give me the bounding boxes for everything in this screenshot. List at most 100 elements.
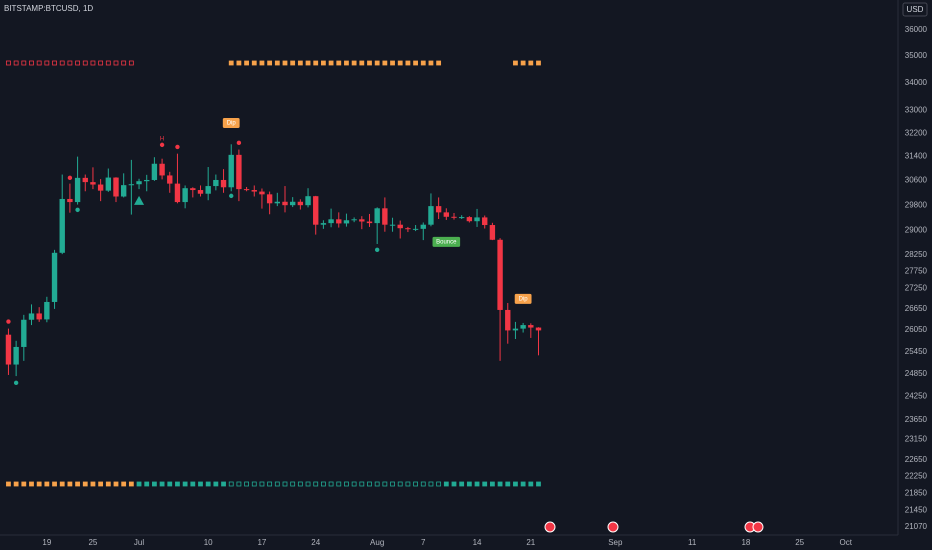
currency-button[interactable] bbox=[902, 2, 928, 17]
candle-body bbox=[420, 224, 426, 229]
candle-body bbox=[21, 319, 27, 347]
indicator-dot bbox=[267, 481, 273, 487]
indicator-dot bbox=[459, 481, 465, 487]
candle-body bbox=[351, 219, 357, 221]
candle-body bbox=[236, 154, 242, 190]
candle-body bbox=[167, 175, 173, 184]
indicator-dot bbox=[405, 481, 411, 487]
candle-body bbox=[412, 228, 419, 230]
candle-body bbox=[282, 201, 288, 206]
indicator-dot bbox=[321, 60, 326, 66]
indicator-dot bbox=[290, 481, 296, 487]
indicator-dot bbox=[443, 481, 449, 487]
indicator-dot bbox=[128, 481, 134, 487]
indicator-dot bbox=[21, 60, 27, 66]
y-tick-label: 30600 bbox=[905, 176, 928, 185]
candle-body bbox=[220, 179, 227, 188]
y-tick-label: 25450 bbox=[905, 347, 928, 356]
indicator-dot bbox=[528, 481, 534, 487]
candle-body bbox=[67, 198, 73, 203]
candle-body bbox=[120, 185, 127, 197]
indicator-dot bbox=[482, 481, 488, 487]
signal-dot bbox=[159, 142, 165, 148]
indicator-dot bbox=[121, 481, 127, 487]
indicator-dot bbox=[75, 481, 80, 487]
event-icon[interactable] bbox=[607, 521, 619, 533]
event-icon[interactable] bbox=[544, 521, 556, 533]
signal-dot bbox=[6, 319, 11, 324]
indicator-dot bbox=[413, 60, 418, 66]
indicator-dot bbox=[121, 60, 127, 66]
indicator-dot bbox=[344, 60, 349, 66]
signal-dot bbox=[229, 193, 234, 199]
candle-body bbox=[343, 220, 350, 224]
indicator-dot bbox=[82, 60, 88, 66]
y-tick-label: 29000 bbox=[905, 226, 928, 235]
y-tick-label: 26650 bbox=[905, 304, 928, 313]
x-tick-label: 7 bbox=[421, 538, 426, 547]
candle-body bbox=[243, 189, 250, 191]
y-tick-label: 24250 bbox=[905, 392, 928, 401]
signal-triangle bbox=[134, 195, 145, 205]
indicator-dot bbox=[336, 481, 342, 487]
currency-label[interactable]: USD bbox=[907, 5, 924, 14]
event-icon[interactable] bbox=[752, 521, 764, 533]
indicator-dot bbox=[251, 481, 257, 487]
signal-dot bbox=[236, 140, 242, 146]
indicator-dot bbox=[59, 481, 65, 487]
candle-body bbox=[44, 301, 50, 320]
candle-body bbox=[382, 208, 388, 225]
candle-body bbox=[289, 201, 296, 206]
indicator-dot bbox=[205, 481, 211, 487]
candle-body bbox=[251, 190, 257, 192]
indicator-dot bbox=[305, 481, 311, 487]
candle-body bbox=[182, 188, 188, 203]
indicator-dot bbox=[367, 60, 372, 66]
candle-body bbox=[389, 224, 396, 226]
indicator-dot bbox=[44, 481, 50, 487]
candle-body bbox=[59, 198, 65, 253]
candle-body bbox=[313, 196, 319, 225]
indicator-dot bbox=[59, 60, 65, 66]
symbol-title: BITSTAMP:BTCUSD, 1D bbox=[4, 4, 93, 13]
candle-body bbox=[374, 208, 380, 224]
candle-body bbox=[443, 212, 449, 217]
x-tick-label: 18 bbox=[741, 538, 750, 547]
indicator-dot bbox=[336, 60, 342, 66]
indicator-dot bbox=[382, 60, 388, 66]
x-tick-label: Oct bbox=[840, 538, 853, 547]
candle-body bbox=[320, 223, 327, 225]
indicator-dot bbox=[67, 60, 73, 66]
indicator-dot bbox=[466, 481, 472, 487]
candle-body bbox=[366, 221, 373, 224]
annotation-text: Dip bbox=[227, 121, 237, 127]
candle-body bbox=[528, 325, 534, 328]
indicator-dot bbox=[405, 60, 411, 66]
indicator-dot bbox=[436, 60, 442, 66]
indicator-dot bbox=[251, 60, 257, 66]
indicator-dot bbox=[67, 481, 73, 487]
x-tick-label: Jul bbox=[134, 538, 144, 547]
candle-body bbox=[105, 177, 112, 191]
indicator-dot bbox=[182, 481, 188, 487]
indicator-dot bbox=[105, 60, 111, 66]
y-tick-label: 29800 bbox=[905, 200, 928, 209]
candle-body bbox=[535, 327, 542, 331]
candle-body bbox=[274, 201, 281, 204]
indicator-dot bbox=[297, 481, 303, 487]
candle-body bbox=[190, 188, 196, 191]
candle-body bbox=[213, 179, 219, 187]
x-tick-label: Sep bbox=[608, 538, 623, 547]
indicator-dot bbox=[520, 481, 526, 487]
x-tick-label: 11 bbox=[688, 538, 697, 547]
indicator-dot bbox=[397, 60, 403, 66]
annotation-box bbox=[514, 293, 532, 304]
indicator-dot bbox=[267, 60, 273, 66]
indicator-dot bbox=[390, 60, 395, 66]
indicator-dot bbox=[136, 481, 142, 487]
x-tick-label: 25 bbox=[88, 538, 97, 547]
candle-body bbox=[328, 219, 334, 224]
y-tick-label: 33000 bbox=[905, 106, 928, 115]
x-tick-label: 17 bbox=[257, 538, 266, 547]
indicator-dot bbox=[351, 60, 357, 66]
